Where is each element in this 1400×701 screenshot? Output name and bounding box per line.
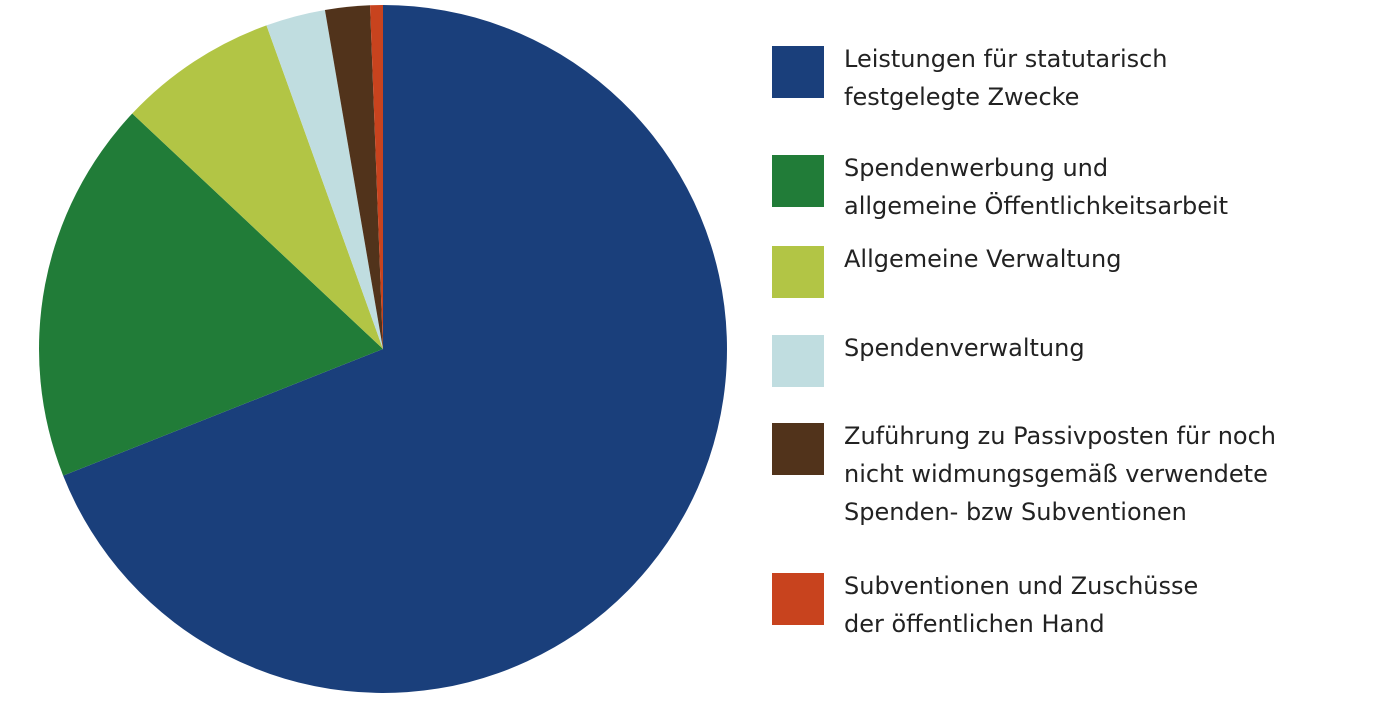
pie-slice-spendenwerbung (38, 113, 383, 476)
legend-item-leistungen: Leistungen für statutarisch festgelegte … (772, 45, 1168, 116)
legend-swatch-spendenwerbung (772, 155, 824, 207)
pie-slice-subventionen (370, 5, 383, 349)
legend-item-allgemeine-verwaltung: Allgemeine Verwaltung (772, 245, 1121, 298)
legend: Leistungen für statutarisch festgelegte … (772, 0, 1372, 701)
legend-item-spendenverwaltung: Spendenverwaltung (772, 334, 1085, 387)
legend-label-subventionen: Subventionen und Zuschüsse der öffentlic… (844, 572, 1199, 638)
legend-label-allgemeine-verwaltung: Allgemeine Verwaltung (844, 245, 1122, 273)
pie-slice-zufuehrung-passivposten (324, 5, 383, 350)
pie-slice-leistungen (63, 5, 728, 693)
legend-label-zufuehrung-passivposten: Zuführung zu Passivposten für noch nicht… (844, 422, 1276, 526)
legend-item-spendenwerbung: Spendenwerbung und allgemeine Öffentlich… (772, 154, 1228, 225)
legend-label-spendenwerbung: Spendenwerbung und allgemeine Öffentlich… (844, 154, 1229, 220)
pie-plot-area (38, 5, 728, 693)
legend-label-leistungen: Leistungen für statutarisch festgelegte … (844, 45, 1168, 111)
legend-swatch-spendenverwaltung (772, 335, 824, 387)
legend-item-zufuehrung-passivposten: Zuführung zu Passivposten für noch nicht… (772, 422, 1276, 531)
legend-label-spendenverwaltung: Spendenverwaltung (844, 334, 1085, 362)
legend-swatch-zufuehrung-passivposten (772, 423, 824, 475)
legend-swatch-subventionen (772, 573, 824, 625)
legend-swatch-allgemeine-verwaltung (772, 246, 824, 298)
pie-slice-allgemeine-verwaltung (132, 25, 383, 350)
pie-slice-spendenverwaltung (266, 9, 383, 349)
legend-item-subventionen: Subventionen und Zuschüsse der öffentlic… (772, 572, 1198, 643)
legend-swatch-leistungen (772, 46, 824, 98)
